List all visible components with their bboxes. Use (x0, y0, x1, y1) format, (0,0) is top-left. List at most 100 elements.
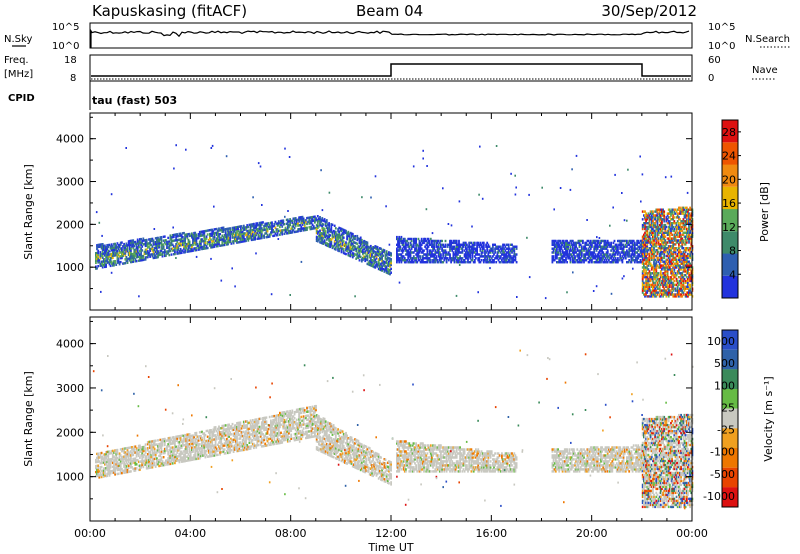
power-cell (654, 233, 656, 236)
power-cell (399, 239, 402, 243)
power-cell (654, 295, 656, 298)
power-cell (679, 229, 681, 233)
power-cell (124, 246, 127, 249)
power-cell (574, 251, 576, 254)
power-cell (595, 245, 598, 248)
power-cell (176, 235, 179, 238)
power-cell (100, 247, 103, 250)
power-cell (253, 236, 255, 239)
power-cell (663, 218, 666, 221)
power-cell (637, 239, 640, 243)
power-cell (666, 237, 669, 240)
power-cell (656, 287, 659, 290)
power-cell (294, 224, 297, 228)
power-cell (364, 250, 367, 253)
power-cell (687, 264, 689, 267)
power-cell (685, 247, 688, 250)
power-cell (682, 241, 685, 244)
power-cell (678, 291, 680, 294)
power-cell (149, 255, 151, 258)
power-cell (289, 222, 291, 225)
power-cell (207, 240, 210, 244)
power-cell (415, 245, 417, 248)
power-cell (459, 255, 461, 258)
power-cell (620, 245, 623, 248)
power-cell (272, 230, 274, 234)
power-cell (194, 241, 197, 244)
power-cell (329, 239, 332, 243)
power-cell (658, 258, 661, 261)
power-cell (264, 222, 267, 226)
power-cell (635, 247, 637, 250)
power-cell (680, 250, 682, 254)
power-cell (484, 257, 486, 260)
power-cell (567, 255, 570, 258)
power-cell (664, 293, 667, 296)
power-cell (664, 241, 667, 244)
power-cell (663, 256, 666, 260)
power-cell (350, 247, 353, 251)
power-cell (566, 243, 568, 246)
power-cell (667, 268, 670, 271)
power-cell (671, 277, 673, 281)
power-cell (571, 168, 573, 171)
power-cell (681, 266, 684, 269)
power-cell (142, 256, 145, 260)
power-cell (688, 293, 690, 296)
power-cell (431, 243, 433, 246)
power-cell (559, 251, 562, 254)
power-cell (407, 257, 410, 260)
power-cell (415, 257, 417, 260)
power-cell (151, 253, 154, 256)
power-cell (239, 231, 242, 234)
power-cell (689, 293, 691, 296)
power-cell (400, 237, 403, 241)
power-cell (145, 240, 148, 244)
power-cell (674, 252, 677, 256)
power-cell (152, 251, 155, 254)
power-cell (684, 239, 687, 242)
power-cell (673, 247, 676, 250)
power-cell (108, 253, 111, 256)
power-cell (645, 262, 647, 265)
power-cell (351, 252, 354, 255)
power-cell (156, 244, 158, 247)
power-cell (437, 261, 440, 264)
power-cell (447, 223, 450, 225)
power-cell (347, 234, 350, 238)
power-cell (673, 262, 676, 265)
power-cell (285, 228, 288, 231)
power-cell (306, 228, 308, 231)
power-cell (678, 258, 680, 261)
power-cell (664, 176, 667, 179)
power-cell (198, 232, 201, 236)
power-cell (595, 255, 598, 258)
power-cell (566, 239, 568, 243)
power-cell (131, 239, 133, 242)
power-cell (363, 239, 365, 243)
power-cell (162, 251, 165, 254)
power-cell (643, 223, 645, 227)
power-cell (115, 246, 118, 249)
power-cell (468, 245, 471, 248)
power-cell (681, 291, 684, 294)
power-cell (130, 253, 132, 256)
power-cell (614, 253, 617, 256)
power-cell (638, 253, 641, 256)
power-cell (488, 257, 491, 260)
power-cell (215, 239, 218, 242)
power-cell (184, 251, 186, 254)
power-cell (171, 234, 174, 237)
power-cell (667, 291, 670, 294)
power-cell (663, 233, 666, 236)
power-cell (566, 247, 568, 250)
power-cell (100, 262, 103, 265)
power-cell (325, 242, 328, 245)
power-cell (436, 247, 439, 250)
power-cell (650, 216, 653, 219)
velocity-cell (105, 455, 107, 458)
power-cell (632, 239, 635, 243)
power-cell (223, 237, 226, 241)
power-cell (681, 206, 684, 209)
power-cell (554, 245, 557, 248)
